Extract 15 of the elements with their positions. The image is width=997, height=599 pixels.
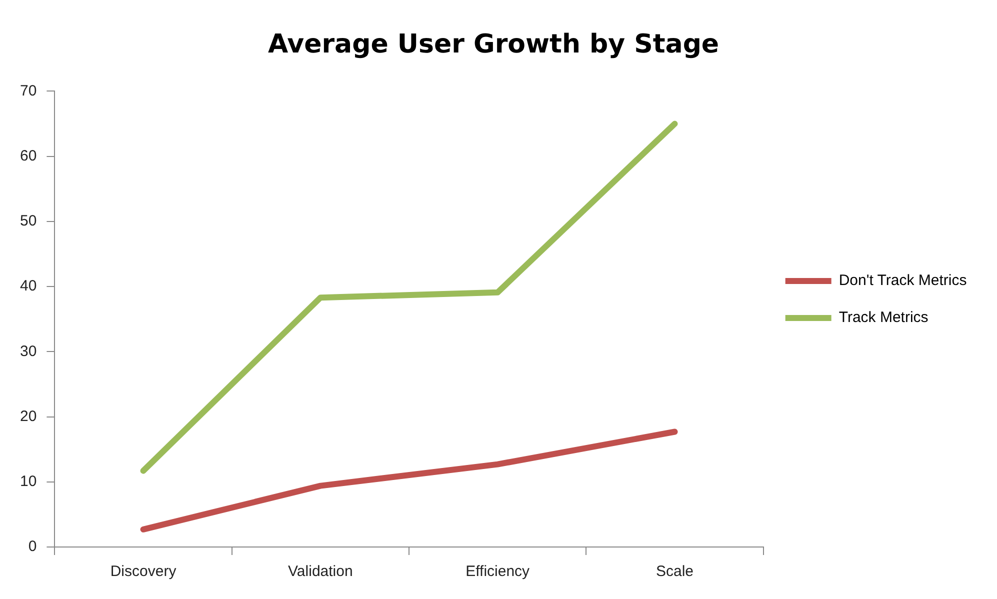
x-tick-label: Efficiency [466, 563, 530, 580]
chart-title: Average User Growth by Stage [268, 29, 720, 60]
y-tick-label: 50 [20, 212, 37, 230]
y-tick-label: 40 [20, 278, 37, 295]
y-tick-label: 60 [20, 147, 37, 164]
x-tick-label: Discovery [110, 563, 177, 580]
y-tick-label: 30 [20, 342, 37, 360]
x-tick-label: Scale [656, 563, 694, 580]
legend-label: Track Metrics [838, 309, 928, 326]
legend-label: Don't Track Metrics [838, 272, 967, 290]
y-tick-label: 10 [20, 473, 37, 490]
x-tick-label: Validation [288, 563, 353, 580]
y-tick-label: 20 [20, 408, 37, 425]
y-tick-label: 70 [20, 82, 37, 100]
y-tick-label: 0 [28, 538, 37, 556]
